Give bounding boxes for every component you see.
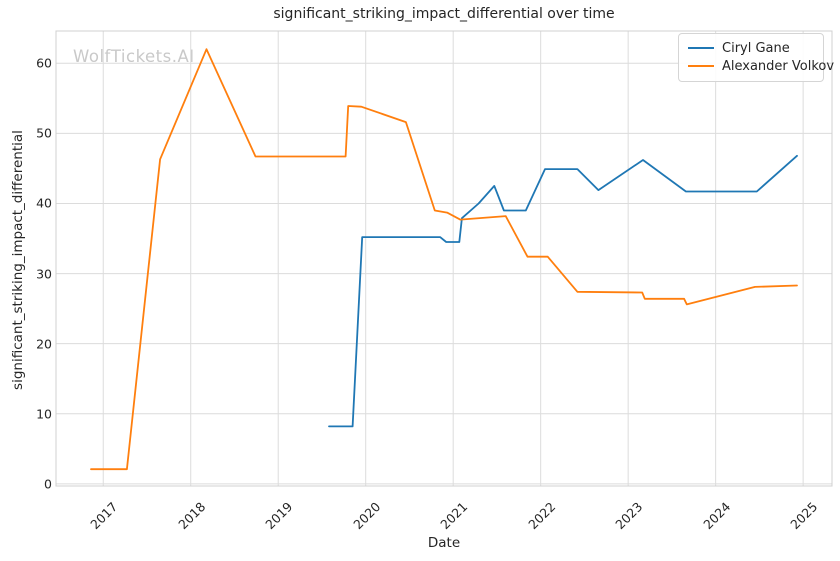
legend-entry-volkov: Alexander Volkov: [688, 57, 834, 75]
x-axis-label: Date: [427, 535, 461, 551]
y-tick-label: 40: [36, 195, 52, 211]
y-tick-label: 0: [44, 476, 52, 492]
legend-label-volkov: Alexander Volkov: [722, 58, 835, 74]
y-tick-label: 50: [36, 125, 52, 141]
y-tick-label: 60: [36, 55, 52, 71]
y-tick-label: 30: [36, 266, 52, 282]
legend-entry-gane: Ciryl Gane: [688, 39, 814, 57]
y-tick-label: 10: [36, 406, 52, 422]
series-line-alexander-volkov: [90, 48, 798, 471]
legend-label-gane: Ciryl Gane: [722, 40, 790, 56]
legend-box: Ciryl Gane Alexander Volkov: [678, 33, 834, 82]
chart-title: significant_striking_impact_differential…: [273, 6, 615, 22]
volkov-line-swatch: [688, 65, 714, 67]
y-tick-label: 20: [36, 336, 52, 352]
series-line-ciryl-gane: [328, 154, 798, 428]
gane-line-swatch: [688, 47, 714, 49]
plot-spines: [55, 30, 833, 487]
